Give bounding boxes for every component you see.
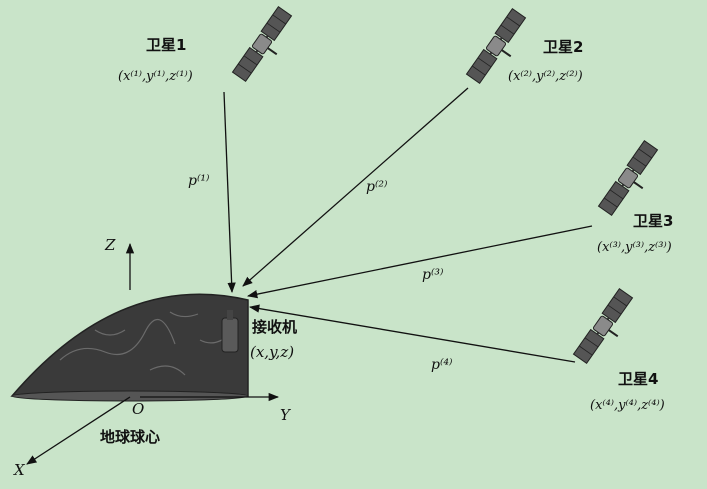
satellite-4-coord: (x⁽⁴⁾,y⁽⁴⁾,z⁽⁴⁾) xyxy=(590,398,665,413)
satellite-3-name: 卫星3 xyxy=(633,212,674,230)
satellite-icon xyxy=(597,139,667,223)
satellite-3-coord: (x⁽³⁾,y⁽³⁾,z⁽³⁾) xyxy=(597,240,672,255)
range-label-2: p⁽²⁾ xyxy=(366,179,388,195)
range-label-1: p⁽¹⁾ xyxy=(188,173,210,189)
satellite-icon xyxy=(572,287,642,371)
satellite-4-name: 卫星4 xyxy=(618,370,659,388)
range-arrow-4 xyxy=(248,304,576,363)
receiver-antenna-icon xyxy=(221,310,239,353)
x-axis-label: X xyxy=(14,461,25,479)
satellite-icon xyxy=(231,5,301,89)
receiver-name: 接收机 xyxy=(252,318,298,336)
satellite-1-name: 卫星1 xyxy=(146,36,187,54)
y-axis-label: Y xyxy=(280,406,290,424)
satellite-1-coord: (x⁽¹⁾,y⁽¹⁾,z⁽¹⁾) xyxy=(118,69,193,84)
z-axis-label: Z xyxy=(105,236,116,254)
range-arrow-2 xyxy=(242,87,469,287)
range-label-4: p⁽⁴⁾ xyxy=(431,357,453,373)
satellite-2-name: 卫星2 xyxy=(543,38,584,56)
receiver-coord: (x,y,z) xyxy=(250,343,295,361)
earth-center-label: 地球球心 xyxy=(100,428,161,446)
x-axis xyxy=(26,396,131,465)
range-arrow-3 xyxy=(246,225,593,299)
earth-hemisphere xyxy=(10,293,249,402)
range-label-3: p⁽³⁾ xyxy=(422,267,444,283)
range-arrow-1 xyxy=(223,91,236,294)
origin-label: O xyxy=(132,400,145,418)
satellite-2-coord: (x⁽²⁾,y⁽²⁾,z⁽²⁾) xyxy=(508,69,583,84)
